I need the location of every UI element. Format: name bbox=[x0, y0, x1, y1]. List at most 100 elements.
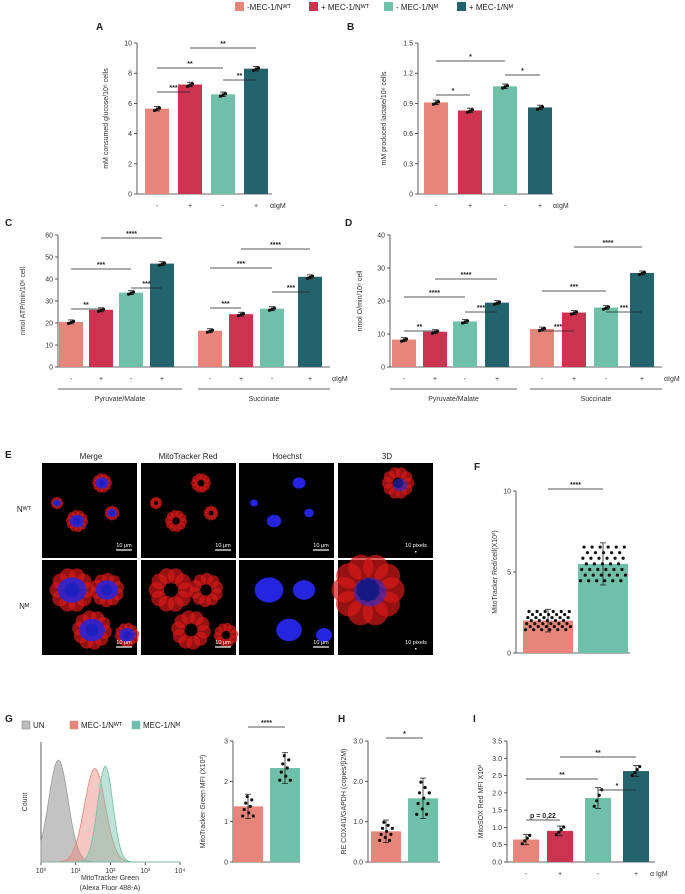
data-point bbox=[633, 770, 637, 775]
data-point bbox=[608, 562, 613, 566]
data-point bbox=[536, 625, 540, 629]
significance-label: *** bbox=[287, 285, 295, 292]
data-point bbox=[557, 830, 561, 834]
significance-label: *** bbox=[620, 305, 628, 312]
data-point bbox=[597, 793, 601, 797]
scale-bar-label: 10 μm bbox=[313, 640, 329, 646]
data-point bbox=[560, 625, 564, 629]
data-point bbox=[622, 545, 626, 549]
data-point bbox=[604, 567, 608, 572]
y-tick-label: 40 bbox=[377, 233, 385, 240]
data-point bbox=[419, 780, 423, 784]
data-point bbox=[399, 339, 404, 343]
data-point bbox=[597, 556, 601, 560]
data-point bbox=[618, 551, 622, 555]
data-point bbox=[221, 93, 225, 97]
y-tick-label: 0.3 bbox=[403, 161, 413, 168]
data-point bbox=[505, 84, 510, 88]
y-tick-label: 0 bbox=[409, 192, 413, 199]
data-point bbox=[611, 579, 615, 583]
x-tick-label: + bbox=[640, 376, 644, 383]
y-axis-title: mM consumed glucose/10⁶ cells bbox=[103, 68, 110, 169]
data-point bbox=[248, 804, 252, 808]
data-point bbox=[557, 622, 561, 626]
data-point bbox=[66, 321, 71, 326]
scale-bar-label: 10 μm bbox=[116, 543, 132, 549]
y-tick-label: 2 bbox=[224, 779, 228, 786]
data-point bbox=[552, 625, 556, 629]
nucleus bbox=[95, 580, 119, 600]
significance-label: p = 0,22 bbox=[530, 813, 556, 820]
chart-g-mfi: 0 1 2 3 MitoTracker Green MFI (X10³) **** bbox=[200, 720, 300, 867]
significance-label: ** bbox=[187, 61, 193, 68]
data-point bbox=[242, 807, 246, 812]
y-tick-label: 2.0 bbox=[492, 790, 502, 797]
significance-label: *** bbox=[554, 324, 562, 331]
bar bbox=[89, 309, 113, 367]
data-point bbox=[71, 319, 76, 323]
data-point bbox=[556, 628, 560, 632]
y-tick-label: 3 bbox=[224, 739, 228, 746]
data-point bbox=[601, 551, 606, 555]
scale-bar-label: 10 μm bbox=[116, 640, 132, 646]
mito-signal bbox=[212, 512, 219, 518]
data-point bbox=[251, 68, 256, 73]
data-point bbox=[282, 754, 286, 758]
x-tick-label: - bbox=[403, 376, 406, 383]
data-point bbox=[223, 92, 228, 96]
data-point bbox=[417, 791, 422, 795]
bar bbox=[178, 84, 202, 194]
data-point bbox=[525, 836, 529, 840]
nucleus bbox=[392, 478, 408, 492]
bar bbox=[211, 94, 235, 194]
data-point bbox=[581, 556, 585, 560]
bar bbox=[630, 272, 654, 367]
micro-row-label-nwt: Nᵂᵀ bbox=[17, 505, 32, 514]
y-tick-label: 0.0 bbox=[353, 860, 363, 867]
group-label: Pyruvate/Malate bbox=[428, 396, 479, 403]
data-point bbox=[563, 612, 567, 617]
data-point bbox=[386, 823, 390, 827]
legend-swatch-4 bbox=[457, 2, 466, 11]
y-tick-label: 2.5 bbox=[492, 773, 502, 780]
data-point bbox=[69, 320, 73, 325]
data-point bbox=[385, 829, 389, 833]
x-tick-label: + bbox=[572, 376, 576, 383]
histogram-series bbox=[41, 765, 180, 863]
x-tick-label: + bbox=[254, 203, 258, 210]
data-point bbox=[555, 612, 559, 617]
data-point bbox=[540, 105, 545, 109]
x-tick-label: - bbox=[209, 376, 212, 383]
data-point bbox=[241, 312, 246, 316]
x-tick-label: - bbox=[525, 871, 528, 878]
nucleus bbox=[254, 577, 284, 603]
data-point bbox=[281, 762, 285, 766]
nucleus bbox=[266, 514, 282, 528]
data-point bbox=[630, 773, 634, 778]
x-tick-label: 10⁰ bbox=[36, 867, 47, 875]
micro-tile: 10 μm bbox=[239, 463, 334, 558]
micro-background bbox=[42, 463, 137, 558]
data-point bbox=[99, 308, 103, 312]
data-point bbox=[574, 310, 579, 314]
mito-signal bbox=[210, 588, 223, 601]
x-tick-label: - bbox=[605, 376, 608, 383]
data-point bbox=[532, 628, 536, 632]
data-point bbox=[185, 84, 190, 88]
scale-bar-label: 10 μm bbox=[313, 543, 329, 549]
data-point bbox=[589, 556, 593, 560]
micro-tile: 10 pixels bbox=[331, 554, 433, 655]
data-point bbox=[606, 305, 611, 309]
nucleus bbox=[292, 477, 306, 489]
data-point bbox=[284, 774, 288, 778]
micro-background bbox=[239, 463, 334, 558]
data-point bbox=[404, 337, 409, 341]
x-tick-label: 10⁴ bbox=[175, 868, 186, 875]
x-tick-label: - bbox=[435, 203, 438, 210]
y-tick-label: 10 bbox=[124, 41, 132, 48]
data-point bbox=[535, 107, 540, 111]
chart-b-lactate: 0 0.3 0.6 0.9 1.2 1.5 mM produced lactate/10⁶ … bbox=[381, 41, 569, 211]
bar bbox=[453, 321, 477, 367]
x-tick-label: 10³ bbox=[140, 868, 151, 875]
x-tick-label: + bbox=[558, 871, 562, 878]
